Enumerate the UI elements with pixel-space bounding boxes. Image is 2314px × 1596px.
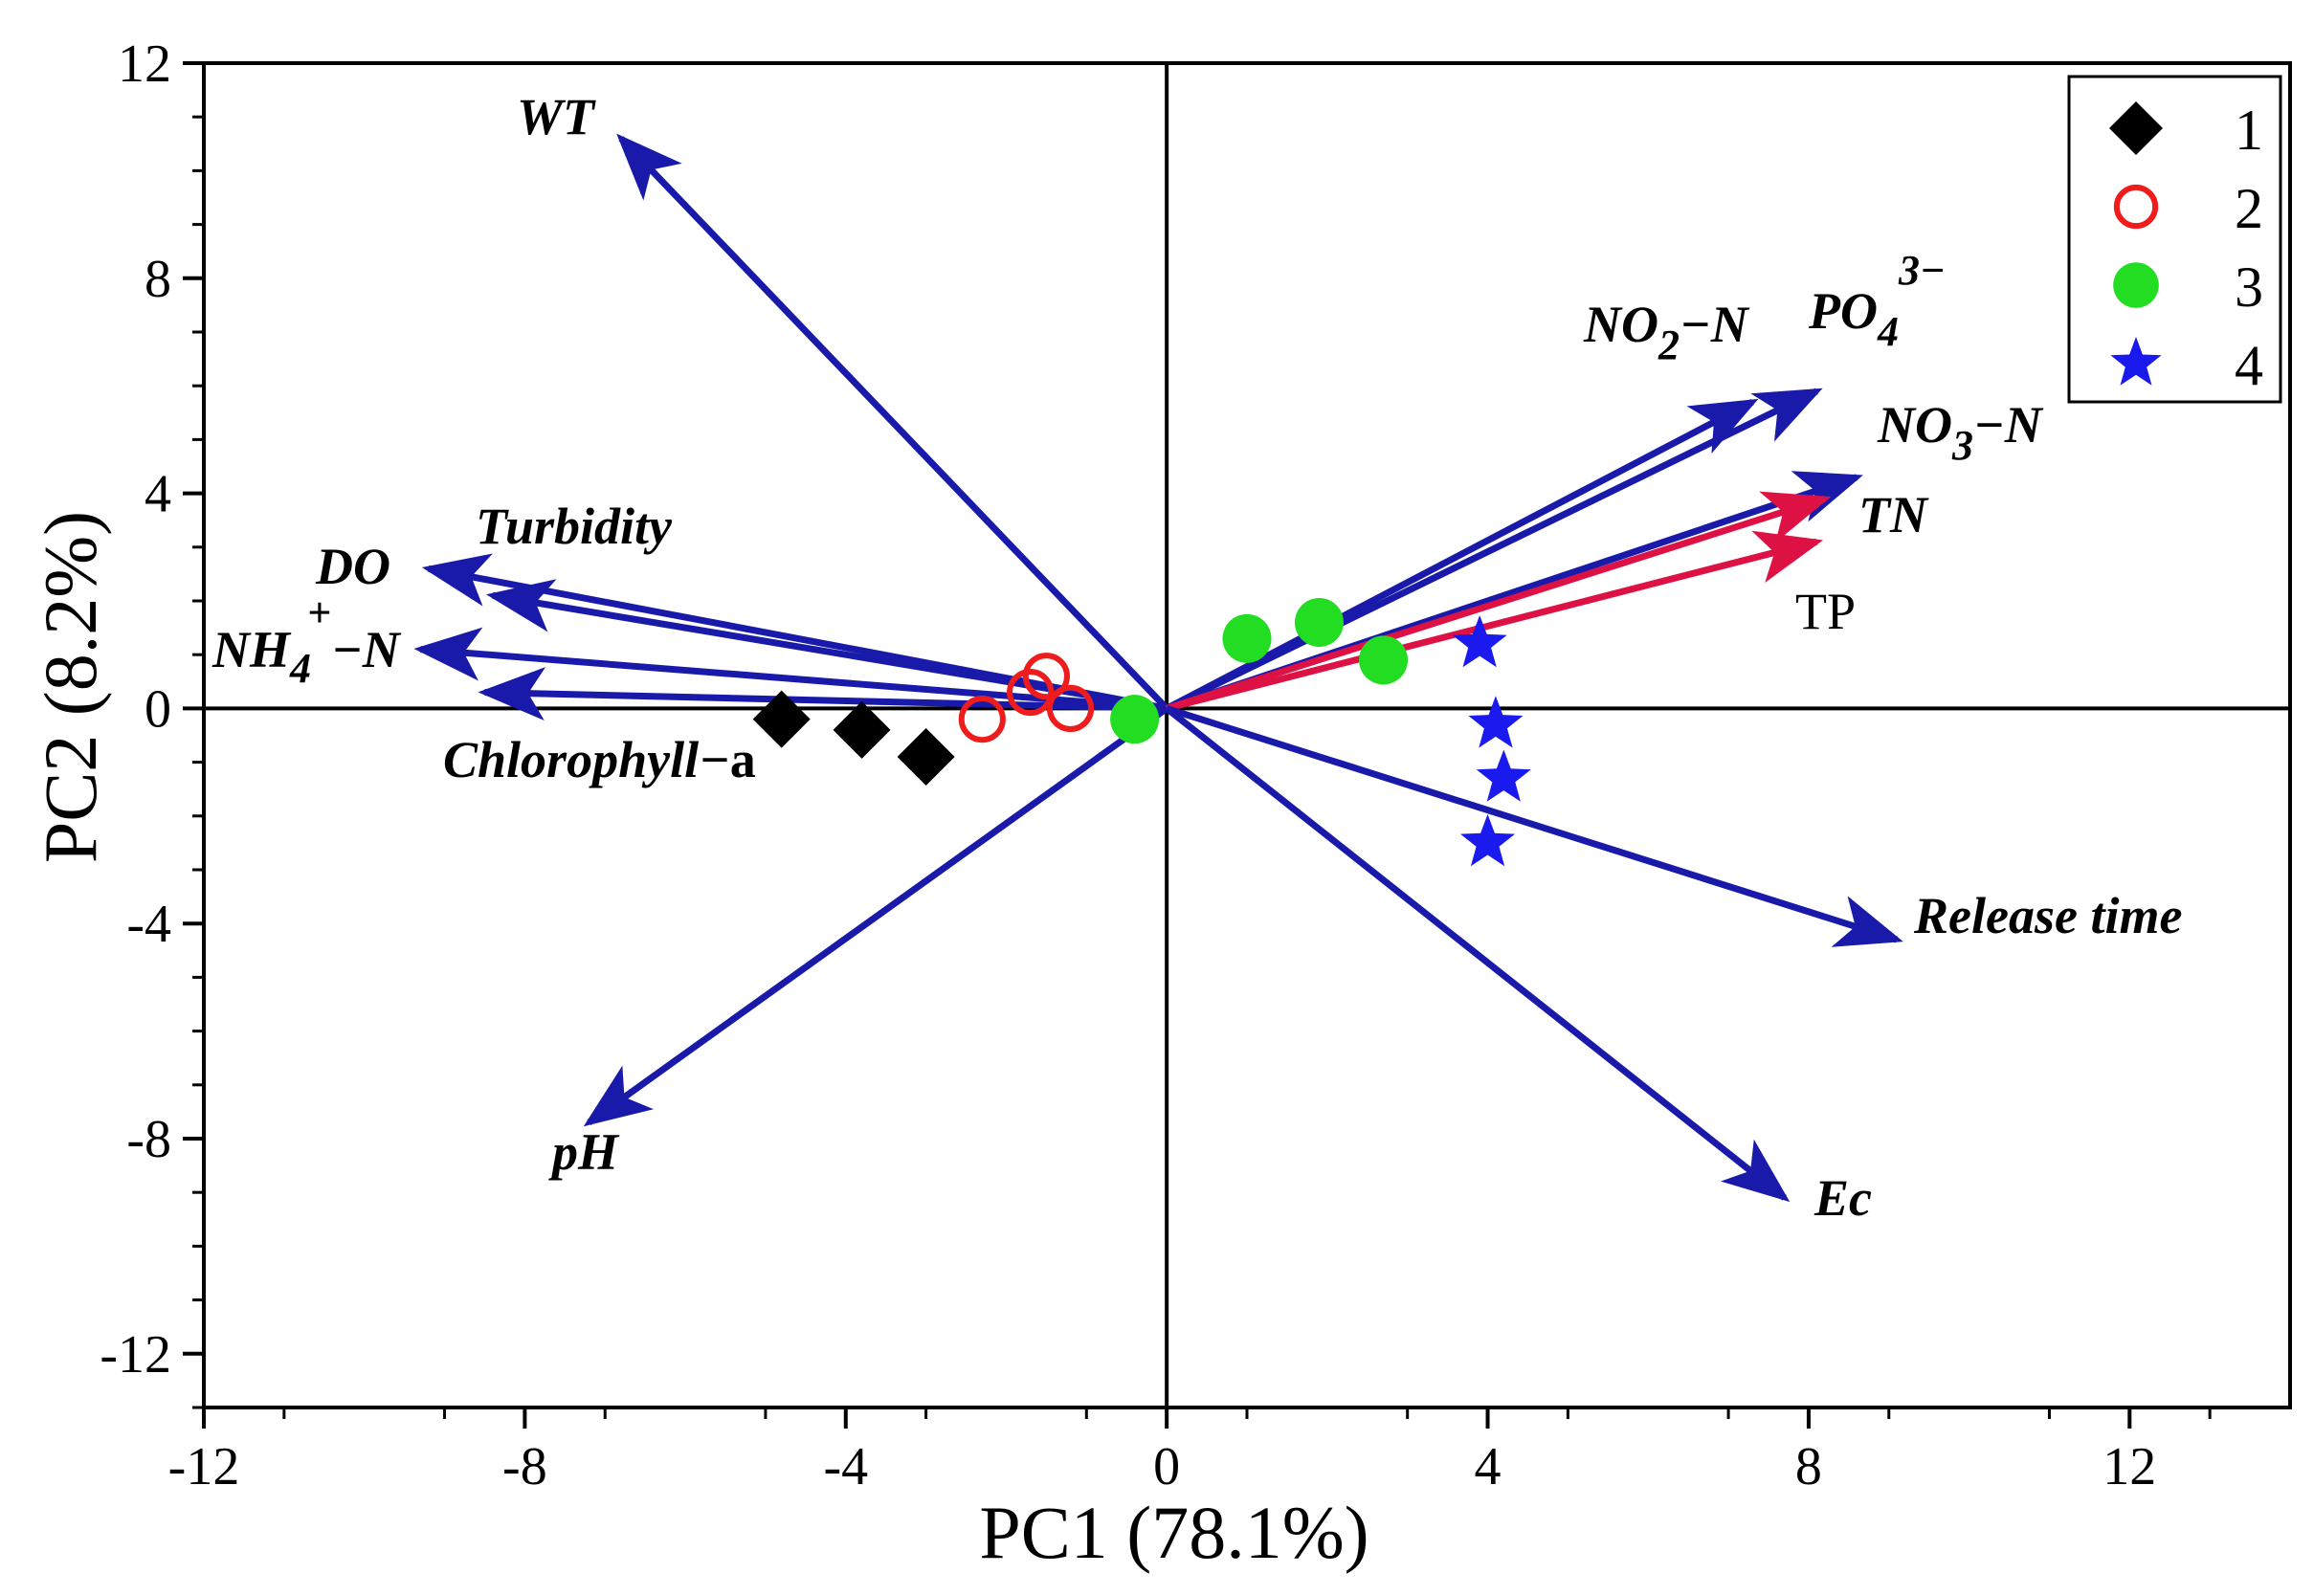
x-tick-label-1: -8 (502, 1437, 547, 1496)
y-tick-label-0: -12 (100, 1325, 171, 1385)
vector-11 (1166, 705, 1903, 947)
label-nh4: NH4 +−N (211, 589, 402, 692)
y-tick-label-5: 8 (145, 250, 171, 309)
point-series1-1 (833, 700, 891, 759)
point-series2-1 (1007, 668, 1055, 717)
legend-markers (2109, 101, 2163, 386)
label-ph: pH (548, 1123, 620, 1181)
vector-10 (1166, 530, 1824, 712)
label-wt: WT (517, 88, 596, 145)
vector-5 (583, 705, 1169, 1127)
nh4-sub: 4 (289, 645, 311, 692)
vector-7 (1165, 388, 1823, 712)
point-series1-2 (897, 727, 955, 786)
no2-sub: 2 (1658, 321, 1680, 368)
no2-tail: −N (1680, 296, 1750, 353)
x-axis-title: PC1 (78.1%) (979, 1491, 1368, 1574)
label-no3: NO3−N (1877, 396, 2044, 469)
legend-marker-2 (2113, 184, 2159, 230)
point-series2-2 (958, 696, 1006, 743)
point-series3-1 (1294, 597, 1344, 647)
x-tick-label-2: -4 (823, 1437, 868, 1496)
po4-main: PO (1808, 282, 1878, 340)
no2-main: NO (1583, 296, 1658, 353)
label-po4: PO4 3− (1808, 247, 1946, 355)
nh4-main: NH (211, 621, 292, 678)
point-series4-2 (1476, 749, 1531, 802)
vector-2 (421, 553, 1168, 712)
point-series3-2 (1359, 635, 1409, 685)
point-series2-3 (1046, 684, 1095, 733)
point-series3-3 (1110, 695, 1160, 744)
y-tick-label-2: -4 (126, 895, 171, 954)
vector-0 (616, 133, 1169, 711)
legend-marker-4 (2110, 337, 2162, 386)
x-tick-label-3: 0 (1153, 1437, 1180, 1496)
legend-label-3: 3 (2235, 255, 2263, 319)
po4-sup: 3− (1898, 247, 1946, 294)
point-series4-1 (1468, 696, 1524, 748)
y-tick-label-4: 4 (145, 465, 171, 524)
point-series3-0 (1222, 613, 1272, 663)
no3-sub: 3 (1951, 422, 1973, 469)
y-axis-title: PC2 (8.2%) (29, 511, 112, 863)
legend-box (2067, 75, 2282, 404)
nh4-sup: + (307, 589, 331, 636)
point-series2-0 (1022, 653, 1070, 700)
vector-9 (1166, 491, 1832, 712)
no3-tail: −N (1973, 396, 2044, 454)
point-series1-0 (752, 690, 811, 748)
x-tick-label-4: 4 (1475, 1437, 1502, 1496)
zero-lines (204, 63, 2290, 1408)
po4-sub: 4 (1877, 308, 1899, 355)
point-series4-3 (1460, 813, 1516, 867)
y-tick-label-1: -8 (126, 1110, 171, 1169)
label-turbidity: Turbidity (476, 498, 673, 555)
loading-vectors (413, 133, 1903, 1203)
x-tick-label-6: 12 (2103, 1437, 2156, 1496)
label-chlorophyll: Chlorophyll−a (443, 731, 756, 788)
axis-ticks: -12 -8 -4 0 4 8 12 -12 -8 -4 0 4 8 12 (100, 34, 2212, 1496)
score-points (752, 597, 1531, 867)
y-tick-label-6: 12 (118, 34, 171, 94)
x-tick-label-5: 8 (1795, 1437, 1822, 1496)
nh4-tail: −N (331, 621, 402, 678)
label-tp: TP (1795, 583, 1856, 640)
point-series4-0 (1452, 615, 1507, 668)
legend-label-4: 4 (2235, 334, 2263, 397)
label-tn: TN (1858, 486, 1929, 543)
legend-label-1: 1 (2235, 99, 2263, 162)
label-release-time: Release time (1913, 887, 2182, 944)
x-tick-label-0: -12 (168, 1437, 240, 1496)
label-ec: Ec (1813, 1169, 1872, 1227)
label-do: DO (315, 538, 390, 595)
chlorophyll-main: Chlorophyll− (443, 731, 730, 788)
legend-label-2: 2 (2235, 177, 2263, 240)
legend-marker-3 (2113, 262, 2159, 308)
label-no2: NO2−N (1583, 296, 1750, 368)
vector-4 (478, 667, 1168, 721)
legend-marker-1 (2109, 101, 2163, 155)
no3-main: NO (1877, 396, 1952, 454)
vector-12 (1164, 705, 1791, 1203)
y-tick-label-3: 0 (145, 679, 171, 739)
chlorophyll-tail: a (730, 731, 756, 788)
